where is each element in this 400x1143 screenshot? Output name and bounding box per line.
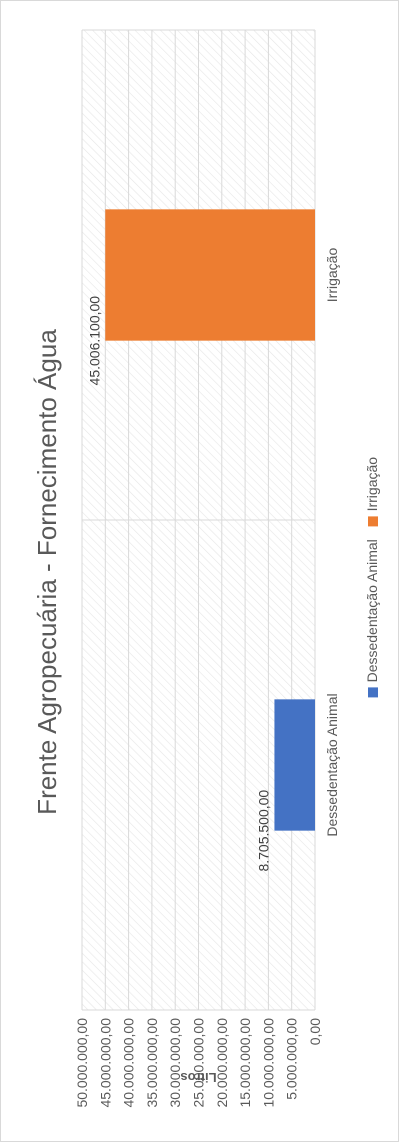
y-tick-label: 0,00 <box>307 1018 323 1045</box>
plot-area <box>81 29 316 1011</box>
y-tick-label: 40.000.000,00 <box>121 1018 137 1108</box>
bar-2 <box>105 209 315 341</box>
category-label-1: Dessedentação Animal <box>324 693 340 836</box>
x-axis-labels: Dessedentação Animal Irrigação <box>324 248 340 837</box>
legend-swatch-1 <box>368 687 378 698</box>
y-tick-label: 15.000.000,00 <box>237 1018 253 1108</box>
chart-title: Frente Agropecuária - Fornecimento Água <box>32 329 62 815</box>
y-tick-label: 45.000.000,00 <box>97 1018 113 1108</box>
y-tick-label: 25.000.000,00 <box>191 1018 207 1108</box>
y-tick-label: 20.000.000,00 <box>214 1018 230 1108</box>
y-tick-label: 10.000.000,00 <box>260 1018 276 1108</box>
legend: Dessedentação Animal Irrigação <box>364 457 380 698</box>
bar-1 <box>274 699 316 831</box>
bars: 8.705.500,00 45.006.100,00 <box>86 209 316 872</box>
y-axis-ticks: 0,00 5.000.000,00 10.000.000,00 15.000.000,… <box>74 1018 323 1108</box>
legend-label-2: Irrigação <box>364 457 380 512</box>
data-label-1: 8.705.500,00 <box>255 790 271 872</box>
legend-swatch-2 <box>368 516 378 527</box>
category-label-2: Irrigação <box>324 248 340 303</box>
y-axis-title: Litros <box>180 1070 216 1085</box>
y-tick-label: 5.000.000,00 <box>284 1018 300 1100</box>
y-tick-label: 35.000.000,00 <box>144 1018 160 1108</box>
legend-label-1: Dessedentação Animal <box>364 539 380 682</box>
data-label-2: 45.006.100,00 <box>86 296 102 386</box>
y-tick-label: 30.000.000,00 <box>167 1018 183 1108</box>
y-tick-label: 50.000.000,00 <box>74 1018 90 1108</box>
